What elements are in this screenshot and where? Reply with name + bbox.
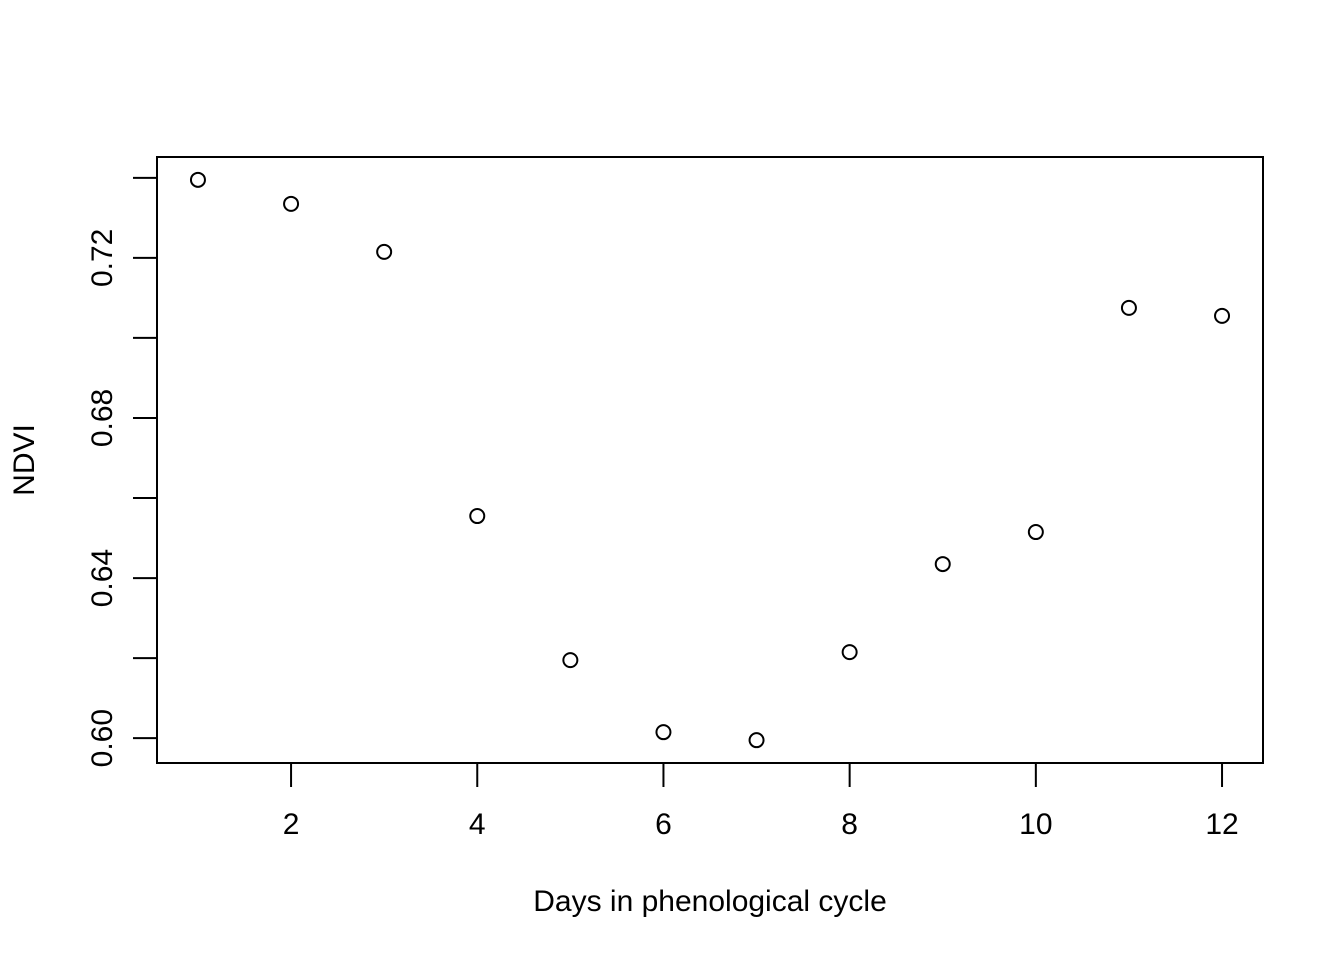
y-axis-title: NDVI [8, 424, 41, 496]
data-point [469, 508, 486, 525]
y-axis: 0.60 0.64 0.68 0.72 [86, 176, 157, 767]
data-point [376, 243, 393, 260]
y-tick-label: 0.72 [86, 229, 119, 287]
data-point [562, 652, 579, 669]
x-tick-label: 2 [283, 808, 300, 841]
data-point [841, 644, 858, 661]
data-point [748, 732, 765, 749]
y-tick-label: 0.64 [86, 549, 119, 607]
data-point [934, 556, 951, 573]
data-point [283, 195, 300, 212]
y-tick-label: 0.68 [86, 389, 119, 447]
data-point [1214, 307, 1231, 324]
plot-frame [156, 156, 1264, 764]
x-tick-label: 10 [1019, 808, 1052, 841]
data-point [1027, 524, 1044, 541]
x-tick-label: 12 [1205, 808, 1238, 841]
x-axis-title: Days in phenological cycle [533, 885, 887, 918]
x-tick-label: 8 [841, 808, 858, 841]
data-point [655, 724, 672, 741]
x-axis: 2 4 6 8 10 12 [283, 763, 1239, 841]
x-tick-label: 4 [469, 808, 486, 841]
x-tick-label: 6 [655, 808, 672, 841]
data-point [189, 171, 206, 188]
data-points [189, 171, 1231, 749]
y-tick-label: 0.60 [86, 709, 119, 767]
data-point [1120, 299, 1137, 316]
